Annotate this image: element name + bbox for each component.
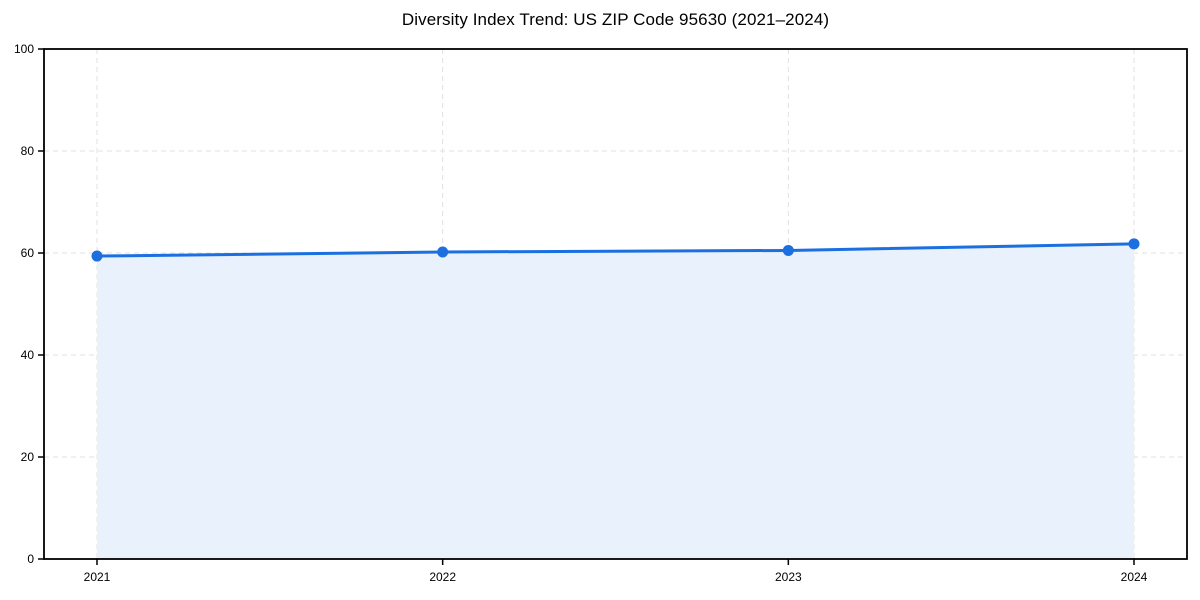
- y-tick-label: 60: [21, 246, 35, 260]
- x-tick-label: 2024: [1121, 570, 1148, 584]
- data-point: [437, 246, 449, 258]
- y-tick-label: 0: [27, 552, 34, 566]
- data-point: [782, 244, 794, 256]
- x-tick-label: 2022: [429, 570, 456, 584]
- data-point: [91, 250, 103, 262]
- y-tick-label: 40: [21, 348, 35, 362]
- data-point: [1128, 238, 1140, 250]
- x-tick-label: 2023: [775, 570, 802, 584]
- y-tick-label: 20: [21, 450, 35, 464]
- area-fill: [97, 243, 1134, 559]
- y-tick-label: 100: [14, 42, 34, 56]
- y-tick-label: 80: [21, 144, 35, 158]
- plot-border: [43, 48, 1188, 560]
- x-tick-label: 2021: [84, 570, 111, 584]
- chart-title: Diversity Index Trend: US ZIP Code 95630…: [401, 10, 830, 29]
- trend-line: [95, 242, 1136, 258]
